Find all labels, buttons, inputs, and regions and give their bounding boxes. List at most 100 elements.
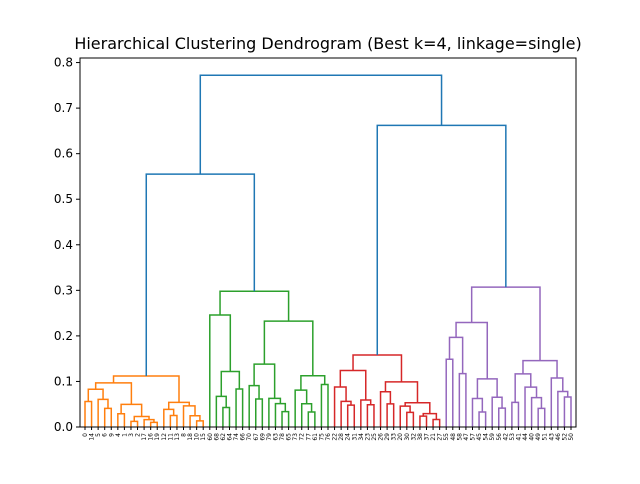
dendrogram-link xyxy=(294,389,308,427)
leaf-label: 57 xyxy=(469,433,476,441)
leaf-label: 24 xyxy=(345,433,352,441)
dendrogram-link xyxy=(220,370,241,397)
leaf-label: 51 xyxy=(542,433,549,441)
y-tick-label: 0.5 xyxy=(54,192,73,206)
leaf-label: 63 xyxy=(272,433,279,441)
leaf-label: 0 xyxy=(82,433,89,437)
leaf-label: 60 xyxy=(207,433,214,441)
dendrogram-link xyxy=(563,396,572,427)
leaf-label: 38 xyxy=(417,433,424,441)
y-tick-label: 0.6 xyxy=(54,147,73,161)
dendrogram-link xyxy=(478,411,487,427)
dendrogram-link xyxy=(550,377,564,427)
leaf-label: 75 xyxy=(318,433,325,441)
dendrogram-link xyxy=(268,397,282,427)
dendrogram-link xyxy=(112,375,180,403)
leaf-label: 8 xyxy=(181,433,188,437)
leaf-label: 28 xyxy=(338,433,345,441)
dendrogram-link xyxy=(87,388,104,402)
leaf-label: 61 xyxy=(312,433,319,441)
dendrogram-link xyxy=(307,411,316,427)
dendrogram-link xyxy=(511,401,520,427)
leaf-label: 18 xyxy=(187,433,194,441)
leaf-label: 42 xyxy=(502,433,509,441)
leaf-label: 17 xyxy=(141,433,148,441)
leaf-label: 43 xyxy=(548,433,555,441)
leaf-label: 53 xyxy=(509,433,516,441)
dendrogram-link xyxy=(514,373,532,403)
leaf-label: 34 xyxy=(358,433,365,441)
leaf-label: 6 xyxy=(102,433,109,437)
leaf-label: 47 xyxy=(463,433,470,441)
leaf-label: 72 xyxy=(299,433,306,441)
leaf-label: 59 xyxy=(489,433,496,441)
leaf-label: 64 xyxy=(226,433,233,441)
leaf-label: 65 xyxy=(286,433,293,441)
dendrogram-links xyxy=(84,74,572,427)
leaf-label: 2 xyxy=(135,433,142,437)
dendrogram-link xyxy=(248,384,260,427)
leaf-label: 54 xyxy=(483,433,490,441)
leaf-label: 3 xyxy=(128,433,135,437)
dendrogram-link xyxy=(255,398,264,427)
dendrogram-link xyxy=(195,420,204,427)
leaf-label: 31 xyxy=(351,433,358,441)
dendrogram-link xyxy=(557,390,569,427)
dendrogram-link xyxy=(399,405,411,427)
y-tick-label: 0.3 xyxy=(54,283,73,297)
dendrogram-link xyxy=(274,402,287,427)
dendrogram-link xyxy=(384,381,419,403)
y-tick-label: 0.8 xyxy=(54,56,73,70)
leaf-label: 58 xyxy=(456,433,463,441)
leaf-label: 26 xyxy=(378,433,385,441)
leaf-label: 14 xyxy=(89,433,96,441)
dendrogram-link xyxy=(263,320,314,376)
leaf-label: 70 xyxy=(246,433,253,441)
dendrogram-link xyxy=(471,397,484,427)
leaf-label: 5 xyxy=(95,433,102,437)
dendrogram-link xyxy=(333,386,347,427)
leaf-label: 67 xyxy=(253,433,260,441)
root-link xyxy=(199,74,443,175)
dendrogram-link xyxy=(339,369,367,400)
dendrogram-link xyxy=(404,402,431,414)
leaf-label: 74 xyxy=(233,433,240,441)
dendrogram-link xyxy=(143,418,155,427)
dendrogram-link xyxy=(222,406,231,427)
dendrogram-link xyxy=(120,403,143,417)
dendrogram-link xyxy=(419,415,428,427)
leaf-label: 55 xyxy=(443,433,450,441)
leaf-label: 32 xyxy=(410,433,417,441)
y-tick-label: 0.7 xyxy=(54,101,73,115)
dendrogram-link xyxy=(445,358,454,427)
dendrogram-link xyxy=(537,407,546,427)
dendrogram-link xyxy=(163,408,175,427)
plot-frame xyxy=(79,57,577,428)
leaf-label: 23 xyxy=(364,433,371,441)
dendrogram-link xyxy=(235,388,244,427)
dendrogram-link xyxy=(94,382,133,405)
y-tick-label: 0.4 xyxy=(54,238,73,252)
leaf-label: 19 xyxy=(154,433,161,441)
dendrogram-link xyxy=(130,420,139,427)
chart-title: Hierarchical Clustering Dendrogram (Best… xyxy=(74,34,581,53)
dendrogram-link xyxy=(491,396,503,427)
y-tick-label: 0.2 xyxy=(54,329,73,343)
leaf-label: 50 xyxy=(568,433,575,441)
dendrogram-link xyxy=(366,404,375,427)
leaf-label: 1 xyxy=(121,433,128,437)
dendrogram-link xyxy=(189,414,201,427)
leaf-label: 44 xyxy=(522,433,529,441)
leaf-label: 27 xyxy=(437,433,444,441)
dendrogram-link xyxy=(84,400,93,427)
dendrogram-link xyxy=(340,400,352,427)
dendrogram-link xyxy=(97,398,109,427)
leaf-label: 69 xyxy=(259,433,266,441)
leaf-label: 78 xyxy=(279,433,286,441)
leaf-label: 13 xyxy=(174,433,181,441)
leaf-label: 40 xyxy=(529,433,536,441)
y-axis: 0.0 0.1 0.2 0.3 0.4 0.5 0.6 0.7 0.8 xyxy=(54,56,80,434)
leaf-label: 41 xyxy=(515,433,522,441)
dendrogram-link xyxy=(253,363,276,399)
